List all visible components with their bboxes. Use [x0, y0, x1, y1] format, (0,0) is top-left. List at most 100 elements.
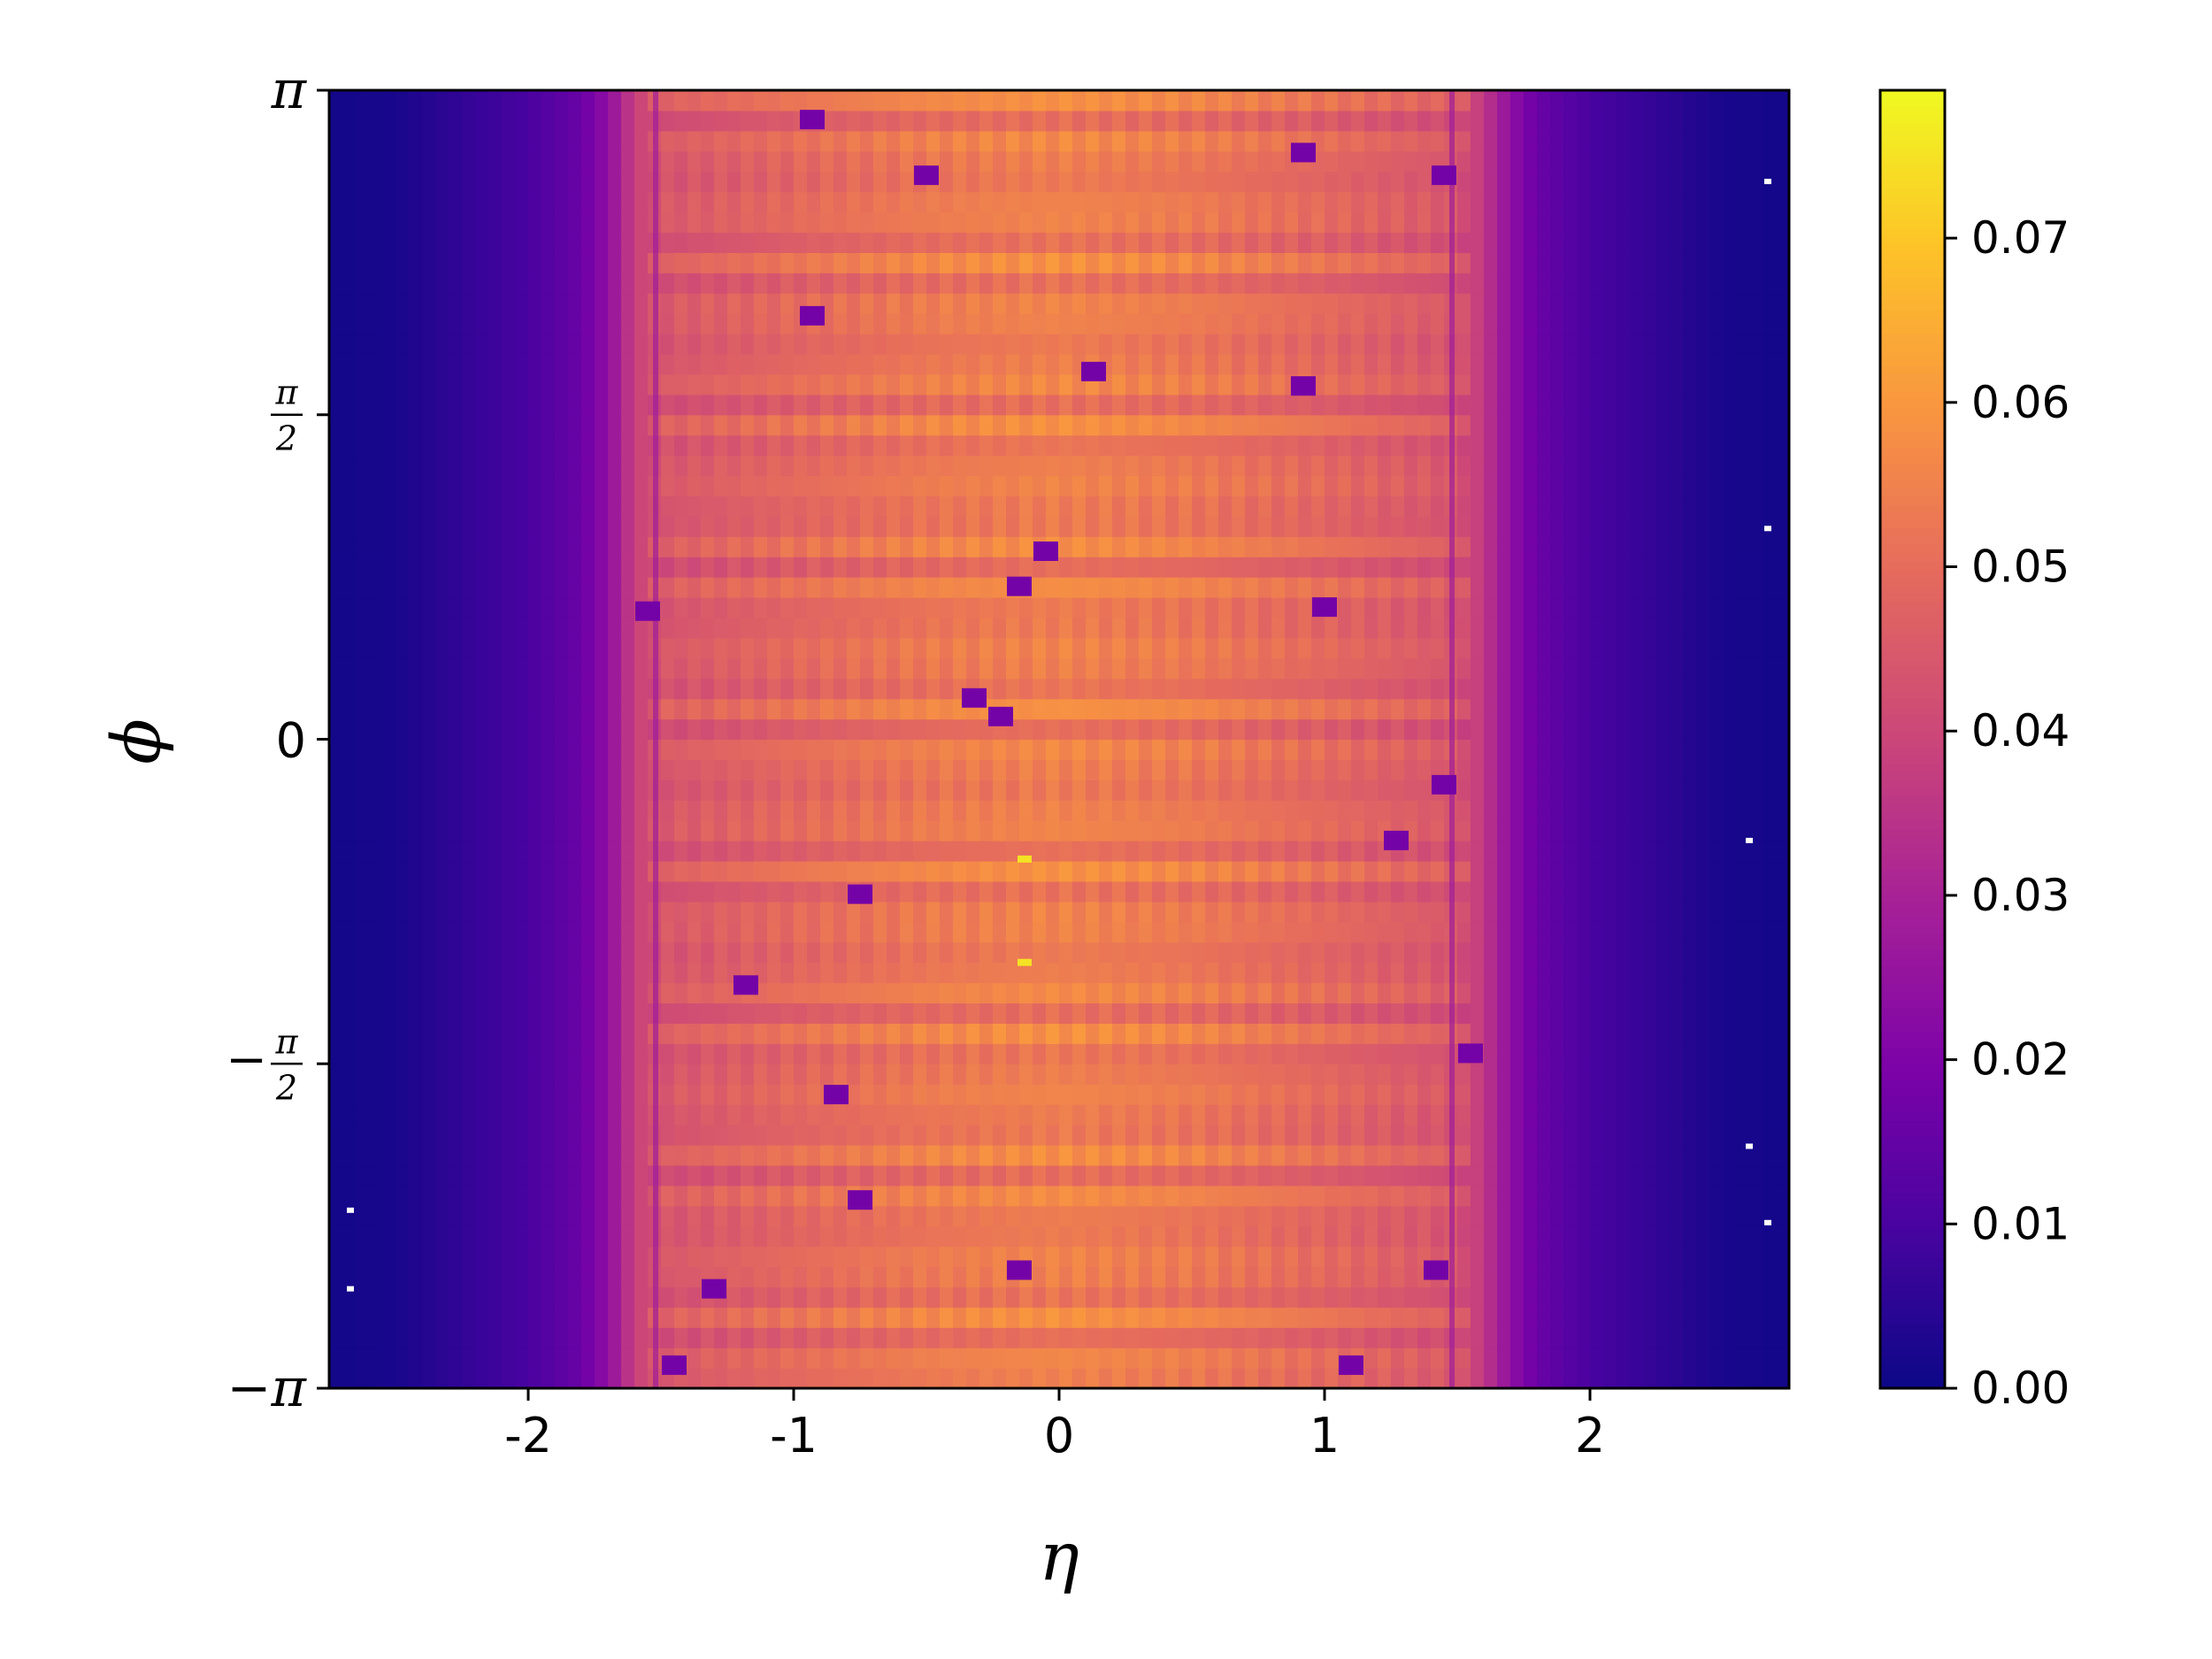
- heatmap-cell: [1245, 1307, 1259, 1328]
- heatmap-cell: [1152, 334, 1166, 355]
- heatmap-cell: [1099, 800, 1113, 821]
- heatmap-cell: [329, 1084, 343, 1105]
- heatmap-cell: [1325, 800, 1339, 821]
- heatmap-cell: [449, 110, 463, 132]
- heatmap-cell: [581, 1144, 595, 1166]
- heatmap-cell: [1112, 252, 1126, 273]
- heatmap-cell: [1152, 1225, 1166, 1248]
- heatmap-cell: [953, 434, 967, 457]
- heatmap-cell: [661, 1084, 675, 1105]
- heatmap-cell: [475, 353, 489, 375]
- heatmap-cell: [953, 577, 967, 598]
- heatmap-cell: [581, 1205, 595, 1227]
- heatmap-cell: [1351, 1327, 1365, 1348]
- heatmap-cell: [1006, 861, 1020, 882]
- heatmap-cell: [1139, 657, 1153, 680]
- heatmap-cell: [449, 334, 463, 355]
- heatmap-cell: [475, 1327, 489, 1348]
- heatmap-cell: [1019, 557, 1033, 578]
- heatmap-cell: [369, 617, 383, 639]
- heatmap-cell: [727, 1185, 741, 1207]
- heatmap-cell: [1112, 1084, 1126, 1105]
- heatmap-cell: [1232, 434, 1246, 457]
- heatmap-cell: [568, 1043, 582, 1064]
- heatmap-cell: [555, 1348, 569, 1369]
- heatmap-cell: [608, 982, 622, 1004]
- heatmap-cell: [449, 1205, 463, 1227]
- heatmap-cell: [1165, 293, 1179, 314]
- heatmap-cell: [502, 597, 516, 618]
- heatmap-cell: [342, 1084, 357, 1105]
- heatmap-cell: [475, 171, 489, 193]
- heatmap-cell: [701, 1023, 715, 1044]
- heatmap-cell: [475, 1266, 489, 1287]
- heatmap-cell: [435, 191, 449, 213]
- heatmap-cell: [993, 1185, 1007, 1207]
- heatmap-cell: [555, 1266, 569, 1287]
- heatmap-cell: [356, 1144, 370, 1166]
- heatmap-cell: [1033, 861, 1047, 882]
- heatmap-cell: [1019, 1125, 1033, 1146]
- heatmap-cell: [1218, 982, 1233, 1004]
- heatmap-cell: [833, 739, 848, 761]
- heatmap-cell: [674, 373, 688, 396]
- heatmap-cell: [953, 759, 967, 780]
- heatmap-cell: [568, 232, 582, 253]
- heatmap-cell: [833, 921, 848, 943]
- heatmap-cell: [913, 982, 927, 1004]
- heatmap-cell: [701, 617, 715, 639]
- heatmap-cell: [595, 739, 609, 761]
- heatmap-cell: [1338, 1002, 1352, 1024]
- heatmap-cell: [1019, 150, 1033, 173]
- heatmap-cell: [1125, 191, 1140, 213]
- heatmap-cell: [396, 110, 410, 132]
- heatmap-cell: [913, 1164, 927, 1187]
- heatmap-cell: [754, 293, 768, 314]
- heatmap-cell: [356, 293, 370, 314]
- heatmap-cell: [1033, 273, 1047, 294]
- heatmap-cell: [1192, 1164, 1206, 1187]
- heatmap-cell: [1271, 880, 1286, 902]
- heatmap-cell: [608, 1307, 622, 1328]
- heatmap-cell: [1205, 475, 1219, 497]
- heatmap-cell: [515, 678, 529, 700]
- heatmap-cell: [727, 921, 741, 943]
- heatmap-cell: [568, 90, 582, 111]
- heatmap-cell: [741, 1225, 755, 1248]
- heatmap-cell: [966, 394, 980, 416]
- heatmap-cell: [820, 1307, 834, 1328]
- heatmap-cell: [979, 475, 994, 497]
- heatmap-cell: [860, 536, 874, 557]
- heatmap-cell: [727, 455, 741, 477]
- heatmap-cell: [887, 414, 901, 436]
- heatmap-cell: [807, 373, 821, 396]
- heatmap-cell: [979, 1185, 994, 1207]
- heatmap-cell: [900, 1144, 914, 1166]
- heatmap-cell: [329, 698, 343, 720]
- heatmap-cell: [555, 1164, 569, 1187]
- heatmap-cell: [953, 1225, 967, 1248]
- heatmap-cell: [568, 841, 582, 862]
- heatmap-cell: [1006, 962, 1020, 984]
- heatmap-cell: [1245, 536, 1259, 557]
- heatmap-cell: [847, 597, 861, 618]
- heatmap-cell: [1099, 334, 1113, 355]
- heatmap-cell: [581, 1327, 595, 1348]
- heatmap-cell: [1019, 495, 1033, 517]
- heatmap-cell: [502, 495, 516, 517]
- heatmap-cell: [1285, 718, 1299, 741]
- heatmap-cell: [555, 1023, 569, 1044]
- heatmap-cell: [435, 1225, 449, 1248]
- heatmap-cell: [1298, 110, 1312, 132]
- heatmap-cell: [900, 293, 914, 314]
- heatmap-cell: [409, 455, 423, 477]
- heatmap-cell: [1205, 1246, 1219, 1268]
- heatmap-cell: [1125, 759, 1140, 780]
- heatmap-cell: [1192, 921, 1206, 943]
- heatmap-cell: [1245, 313, 1259, 334]
- heatmap-cell: [794, 982, 808, 1004]
- heatmap-cell: [1218, 941, 1233, 964]
- heatmap-cell: [1325, 637, 1339, 659]
- heatmap-cell: [541, 698, 556, 720]
- heatmap-cell: [1139, 1266, 1153, 1287]
